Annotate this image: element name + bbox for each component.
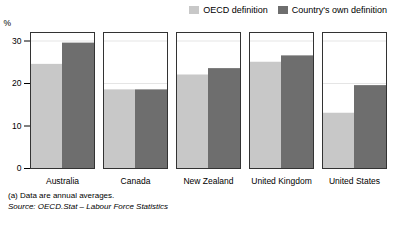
svg-text:United Kingdom: United Kingdom xyxy=(251,176,311,186)
html-text:Source: OECD.Stat – Labour For: Source: OECD.Stat – Labour Force Statist… xyxy=(8,202,169,211)
svg-text:Australia: Australia xyxy=(46,176,79,186)
svg-text:10: 10 xyxy=(12,121,22,131)
svg-text:United States: United States xyxy=(329,176,380,186)
svg-text:%: % xyxy=(4,18,12,28)
svg-text:0: 0 xyxy=(17,163,22,173)
svg-text:30: 30 xyxy=(12,36,22,46)
html-text:(a) Data are annual averages.: (a) Data are annual averages. xyxy=(8,191,115,200)
svg-text:New Zealand: New Zealand xyxy=(183,176,233,186)
html-text:OECD definition: OECD definition xyxy=(203,4,268,15)
svg-text:20: 20 xyxy=(12,78,22,88)
svg-text:Canada: Canada xyxy=(121,176,151,186)
html-text:Country's own definition: Country's own definition xyxy=(291,4,387,15)
